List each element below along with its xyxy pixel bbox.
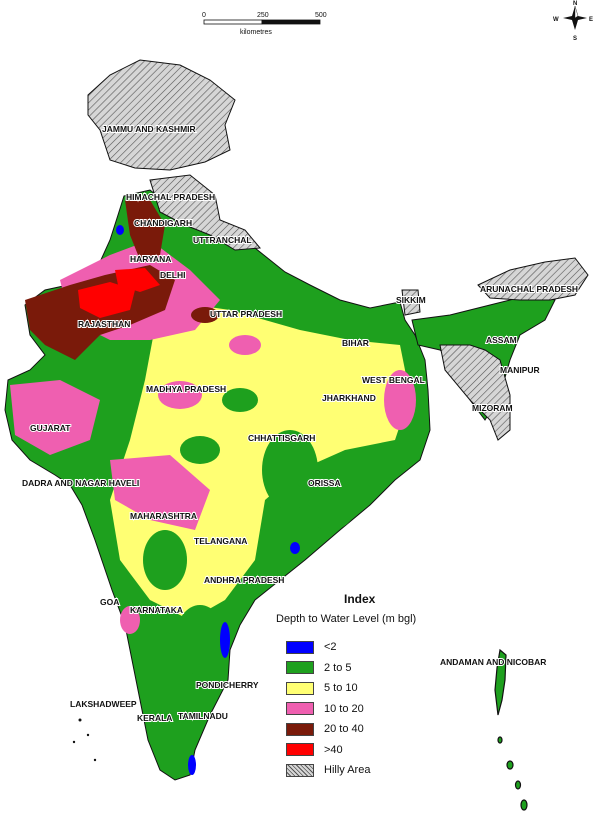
zone-2-5-patches: [143, 388, 354, 675]
legend-swatch: [286, 681, 314, 695]
zone-gt-40: [78, 268, 160, 318]
legend-label: <2: [324, 641, 337, 654]
label-dadra-nagar-haveli: DADRA AND NAGAR HAVELI: [22, 478, 139, 488]
label-orissa: ORISSA: [308, 478, 341, 488]
scale-tick-500: 500: [315, 12, 327, 19]
label-madhya-pradesh: MADHYA PRADESH: [146, 384, 226, 394]
compass-icon: N S W E: [553, 1, 593, 42]
legend-label: 10 to 20: [324, 702, 364, 715]
legend-label: Hilly Area: [324, 764, 371, 777]
label-andaman-nicobar: ANDAMAN AND NICOBAR: [440, 657, 546, 667]
label-andhra-pradesh: ANDHRA PRADESH: [204, 575, 284, 585]
label-mizoram: MIZORAM: [472, 403, 513, 413]
label-telangana: TELANGANA: [194, 536, 247, 546]
hilly-sikkim: [401, 289, 421, 316]
scale-tick-250: 250: [257, 12, 269, 19]
label-lakshadweep: LAKSHADWEEP: [70, 699, 137, 709]
hilly-arunachal: [477, 257, 589, 301]
label-west-bengal: WEST BENGAL: [362, 375, 425, 385]
label-uttar-pradesh: UTTAR PRADESH: [210, 309, 282, 319]
label-kerala: KERALA: [137, 713, 172, 723]
legend-swatch: [286, 661, 314, 675]
label-karnataka: KARNATAKA: [130, 605, 183, 615]
scale-bar: 0 250 500 kilometres: [202, 12, 327, 36]
legend-swatch: [286, 702, 314, 716]
label-delhi: DELHI: [160, 270, 186, 280]
label-manipur: MANIPUR: [500, 365, 540, 375]
legend-label: 5 to 10: [324, 682, 358, 695]
label-himachal-pradesh: HIMACHAL PRADESH: [126, 192, 215, 202]
scale-tick-0: 0: [202, 12, 206, 19]
legend-swatch: [286, 763, 314, 777]
map-legend: Index Depth to Water Level (m bgl) <2 2 t…: [276, 592, 486, 781]
legend-title: Index: [344, 592, 376, 606]
compass-w: W: [553, 17, 559, 23]
legend-item: >40: [276, 740, 486, 761]
label-bihar: BIHAR: [342, 338, 369, 348]
legend-item: 5 to 10: [276, 678, 486, 699]
label-tamilnadu: TAMILNADU: [178, 711, 228, 721]
label-goa: GOA: [100, 597, 119, 607]
label-arunachal-pradesh: ARUNACHAL PRADESH: [480, 284, 578, 294]
label-jammu-kashmir: JAMMU AND KASHMIR: [102, 124, 196, 134]
label-chhattisgarh: CHHATTISGARH: [248, 433, 315, 443]
hilly-jk: [87, 59, 236, 171]
legend-item: <2: [276, 637, 486, 658]
hilly-ne-south: [439, 344, 511, 441]
label-rajasthan: RAJASTHAN: [78, 319, 130, 329]
legend-swatch: [286, 743, 314, 757]
legend-swatch: [286, 640, 314, 654]
legend-label: 2 to 5: [324, 661, 352, 674]
zone-5-10: [110, 300, 410, 620]
andaman-nicobar-islands: [494, 648, 528, 811]
legend-items: <2 2 to 5 5 to 10 10 to 20 20 to 40 >40 Hilly …: [276, 637, 486, 781]
label-pondicherry: PONDICHERRY: [196, 680, 259, 690]
legend-subtitle: Depth to Water Level (m bgl): [276, 613, 417, 625]
label-jharkhand: JHARKHAND: [322, 393, 376, 403]
hilly-hp-ua: [149, 174, 262, 251]
label-sikkim: SIKKIM: [396, 295, 426, 305]
legend-label: >40: [324, 743, 343, 756]
compass-n: N: [573, 1, 577, 7]
lakshadweep-islands: [72, 718, 97, 762]
label-haryana: HARYANA: [130, 254, 171, 264]
legend-label: 20 to 40: [324, 723, 364, 736]
legend-item: Hilly Area: [276, 760, 486, 781]
compass-e: E: [589, 17, 593, 23]
label-uttranchal: UTTRANCHAL: [193, 235, 252, 245]
legend-item: 10 to 20: [276, 699, 486, 720]
compass-s: S: [573, 36, 577, 42]
label-assam: ASSAM: [486, 335, 517, 345]
legend-item: 20 to 40: [276, 719, 486, 740]
legend-item: 2 to 5: [276, 658, 486, 679]
label-gujarat: GUJARAT: [30, 423, 71, 433]
legend-swatch: [286, 722, 314, 736]
scale-unit: kilometres: [240, 29, 272, 36]
label-maharashtra: MAHARASHTRA: [130, 511, 197, 521]
label-chandigarh: CHANDIGARH: [134, 218, 192, 228]
